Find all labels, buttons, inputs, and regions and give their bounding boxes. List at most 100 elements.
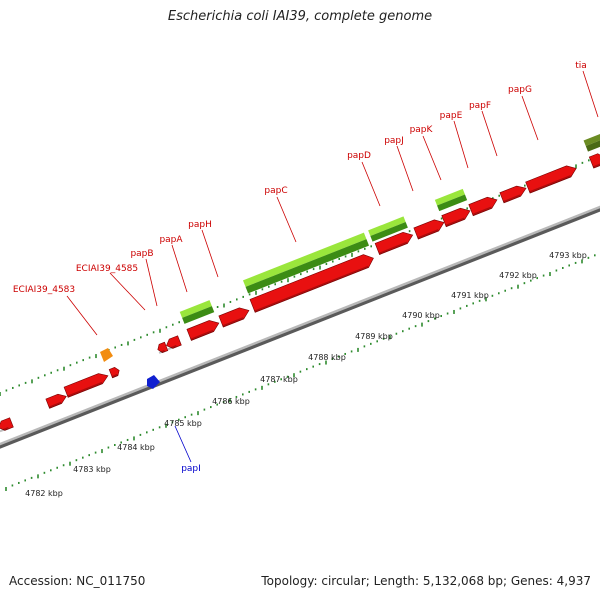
gene-labels: ECIAI39_4583 ECIAI39_4585 papB papA papH papC… — [13, 61, 587, 474]
gene-arrow — [108, 366, 120, 379]
feature-bar-bottom — [182, 306, 215, 324]
gene-arrow — [525, 165, 577, 194]
leader-line — [109, 272, 146, 311]
leader-line — [361, 161, 381, 207]
feature-bar — [179, 300, 215, 324]
gene-label: papE — [440, 111, 463, 121]
label-leader-lines — [66, 70, 599, 463]
kbp-label: 4786 kbp — [212, 397, 250, 406]
gene-label: ECIAI39_4585 — [76, 264, 138, 274]
gene-arrow-shade — [472, 206, 492, 216]
gene-arrow-shade — [503, 194, 521, 203]
gene-arrow-shade — [67, 381, 103, 398]
kbp-label: 4791 kbp — [451, 291, 489, 300]
leader-line — [521, 95, 539, 141]
gene-arrow-shape — [0, 417, 14, 431]
feature-bar — [368, 216, 408, 242]
leader-line — [582, 70, 599, 118]
kbp-label: 4788 kbp — [308, 353, 346, 362]
gene-label: papK — [410, 125, 434, 135]
gene-label: papH — [188, 220, 212, 230]
backbone-line — [0, 205, 600, 446]
kbp-label: 4785 kbp — [164, 419, 202, 428]
gene-arrow-shape — [45, 393, 67, 409]
kbp-label: 4787 kbp — [260, 375, 298, 384]
kbp-label: 4792 kbp — [499, 271, 537, 280]
gene-arrow — [374, 232, 414, 255]
kbp-label: 4782 kbp — [25, 489, 63, 498]
gene-arrow — [63, 373, 109, 398]
leader-line — [201, 229, 219, 278]
gene-label: papF — [469, 101, 491, 111]
genome-backbone — [0, 205, 600, 449]
gene-arrow-shade — [190, 329, 214, 341]
gene-arrow-shape — [413, 219, 445, 240]
gene-arrow — [218, 307, 250, 328]
leader-line — [66, 295, 98, 336]
gene-arrow-shade — [254, 265, 369, 313]
blue-feature — [147, 375, 160, 389]
leader-line — [453, 120, 469, 169]
feature-bar — [242, 232, 370, 294]
leader-line — [174, 425, 192, 463]
gene-arrow-shade — [158, 349, 165, 354]
gene-label: papG — [508, 85, 532, 95]
leader-line — [481, 110, 498, 157]
leader-line — [396, 145, 414, 192]
gene-arrow-shape — [588, 153, 600, 169]
gene-arrow-shape — [468, 196, 498, 217]
map-title: Escherichia coli IAI39, complete genome — [167, 9, 433, 24]
feature-bar-top — [434, 188, 465, 206]
lower-tick-track — [5, 254, 596, 491]
accession-text: Accession: NC_011750 — [9, 574, 146, 588]
leader-line — [276, 196, 297, 243]
kbp-label: 4789 kbp — [355, 332, 393, 341]
topology-text: Topology: circular; Length: 5,132,068 bp… — [261, 574, 591, 588]
feature-bar — [583, 132, 600, 152]
gene-label: ECIAI39_4583 — [13, 285, 75, 295]
orange-feature — [100, 348, 113, 362]
feature-bar-top — [242, 232, 367, 287]
gene-arrow-shape — [218, 307, 250, 328]
leader-line — [422, 135, 442, 181]
gene-arrow — [441, 207, 471, 228]
feature-bar-bottom — [245, 239, 370, 294]
kbp-label: 4793 kbp — [549, 251, 587, 260]
gene-arrow-shape — [525, 165, 577, 194]
gene-arrow-shade — [0, 427, 9, 433]
gene-features — [0, 132, 600, 433]
gene-arrow — [249, 254, 374, 313]
gene-arrow-shade — [111, 373, 118, 378]
gene-arrow — [588, 153, 600, 169]
gene-label: papJ — [384, 136, 404, 146]
gene-arrow-shade — [529, 175, 571, 194]
gene-label: papA — [159, 235, 183, 245]
gene-label: papC — [264, 186, 287, 196]
gene-arrow — [413, 219, 445, 240]
feature-bar-top — [368, 216, 406, 236]
gene-arrow-shade — [222, 317, 244, 328]
gene-arrow-shape — [249, 254, 374, 313]
gene-arrow-shape — [166, 335, 182, 349]
gene-arrow-shade — [167, 345, 177, 351]
gene-arrow-shape — [499, 185, 527, 204]
gene-arrow — [166, 335, 182, 351]
feature-bar — [434, 188, 468, 212]
gene-arrow-shade — [445, 217, 465, 227]
leader-line — [145, 258, 158, 307]
gene-arrow-shape — [63, 373, 109, 398]
feature-bar-top — [583, 132, 600, 147]
gene-label: papD — [347, 151, 371, 161]
gene-arrow-shade — [48, 401, 62, 409]
gene-arrow — [499, 185, 527, 204]
feature-bar-bottom — [437, 194, 468, 212]
gene-arrow — [45, 393, 67, 409]
kbp-label: 4784 kbp — [117, 443, 155, 452]
kbp-scale-labels: 4782 kbp 4783 kbp 4784 kbp 4785 kbp 4786 kbp… — [25, 251, 587, 498]
gene-label: papI — [181, 464, 201, 474]
gene-arrow — [157, 341, 169, 354]
gene-arrow-shape — [441, 207, 471, 228]
kbp-label: 4790 kbp — [402, 311, 440, 320]
